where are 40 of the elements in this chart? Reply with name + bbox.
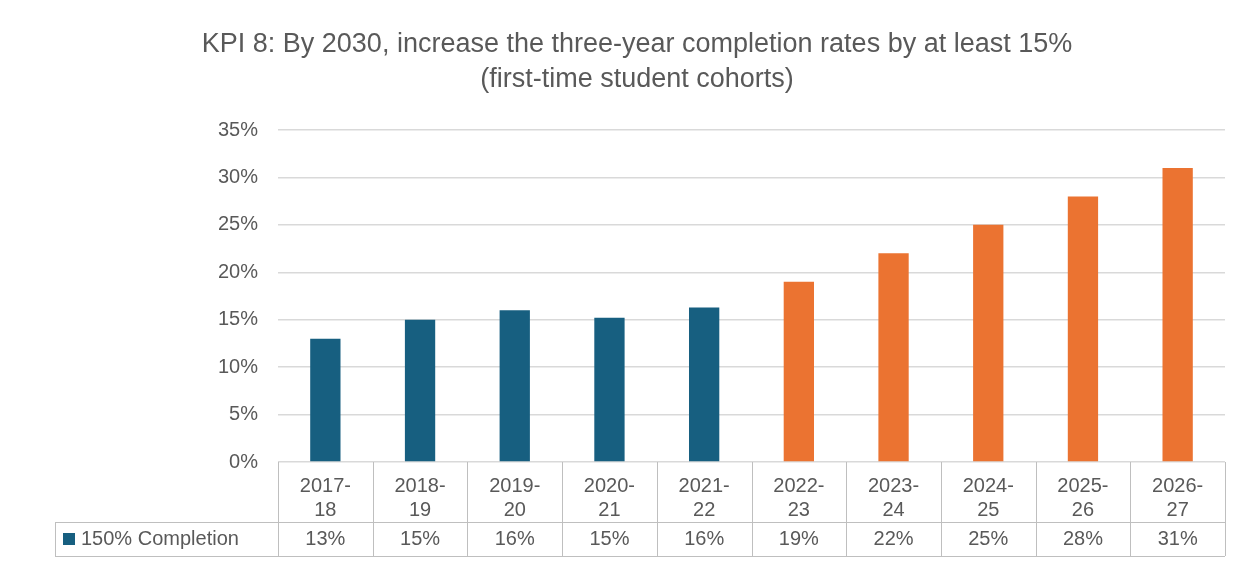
x-tick-label: 2021-22 <box>678 473 730 520</box>
data-label: 22% <box>873 526 914 549</box>
y-tick-label: 0% <box>229 449 259 472</box>
bar <box>878 253 909 462</box>
data-label: 25% <box>968 526 1009 549</box>
bar <box>594 317 625 462</box>
bar <box>310 338 341 462</box>
y-tick-label: 35% <box>217 117 259 140</box>
y-tick-label: 15% <box>217 307 259 330</box>
data-label: 28% <box>1062 526 1104 549</box>
x-tick-label: 2017-18 <box>299 473 351 520</box>
x-tick-label: 2018-19 <box>394 473 446 520</box>
bar <box>1162 167 1193 462</box>
x-tick-label: 2019-20 <box>489 473 541 520</box>
x-tick-label: 2026-27 <box>1152 473 1204 520</box>
data-label: 13% <box>305 526 346 549</box>
bar <box>499 310 530 462</box>
bar <box>404 319 436 462</box>
y-tick-label: 25% <box>217 212 259 235</box>
y-tick-label: 30% <box>217 164 259 187</box>
x-tick-label: 2020-21 <box>583 473 636 520</box>
data-label: 16% <box>494 526 535 549</box>
y-tick-label: 20% <box>217 259 259 282</box>
x-tick-label: 2023-24 <box>867 473 920 520</box>
x-tick-label: 2025-26 <box>1057 473 1109 520</box>
x-tick-label: 2022-23 <box>773 473 825 520</box>
bar <box>689 307 720 462</box>
bar <box>1067 196 1099 462</box>
data-label: 19% <box>778 526 820 549</box>
y-tick-label: 10% <box>217 354 259 377</box>
bar <box>783 281 814 462</box>
data-label: 31% <box>1157 526 1198 549</box>
x-tick-label: 2024-25 <box>962 473 1014 520</box>
data-label: 16% <box>684 526 725 549</box>
data-label: 15% <box>400 526 441 549</box>
data-label: 15% <box>589 526 630 549</box>
legend-label: 150% Completion <box>81 526 239 549</box>
bar <box>973 224 1004 462</box>
chart-title: KPI 8: By 2030, increase the three-year completion rates by at least 15% (first-time student cohorts) <box>201 28 1073 94</box>
y-tick-label: 5% <box>229 402 259 425</box>
